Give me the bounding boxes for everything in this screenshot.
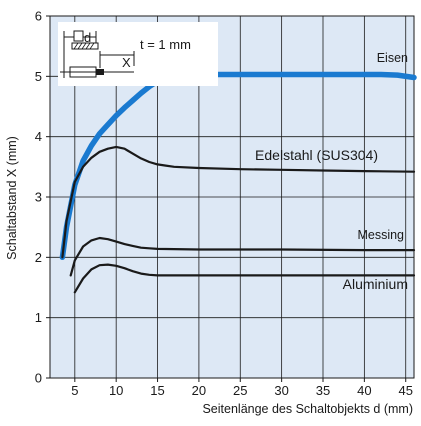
y-axis-label: Schaltabstand X (mm) [5, 136, 19, 260]
y-axis-ticks: 0 1 2 3 4 5 6 [35, 9, 50, 386]
inset-target-plate [71, 42, 99, 50]
x-tick-label: 35 [316, 383, 330, 398]
y-tick-label: 4 [35, 129, 42, 144]
y-tick-label: 5 [35, 69, 42, 84]
x-tick-label: 30 [274, 383, 288, 398]
inset-thickness-label: t = 1 mm [140, 37, 191, 52]
x-tick-label: 15 [150, 383, 164, 398]
series-eisen-line [59, 71, 417, 261]
y-tick-label: 1 [35, 310, 42, 325]
y-tick-label: 6 [35, 9, 42, 24]
inset-d-box [73, 30, 84, 42]
x-tick-label: 25 [233, 383, 247, 398]
series-aluminium-line [73, 263, 416, 294]
x-axis-label: Seitenlänge des Schaltobjekts d (mm) [202, 402, 413, 416]
series-eisen-label: Eisen [377, 51, 408, 65]
inset-d-label: d [84, 30, 91, 45]
series-edelstahl-label: Edelstahl (SUS304) [255, 147, 378, 163]
series-edelstahl-line [61, 145, 416, 259]
y-tick-label: 3 [35, 190, 42, 205]
series-messing-line [69, 236, 416, 277]
y-tick-label: 0 [35, 371, 42, 386]
series-messing-label: Messing [357, 228, 404, 242]
x-tick-label: 5 [71, 383, 78, 398]
inset-diagram: d X t = 1 mm [58, 22, 218, 86]
x-axis-ticks: 5 10 15 20 25 30 35 40 45 [71, 378, 413, 398]
inset-x-label: X [122, 55, 131, 70]
series-lines [59, 71, 417, 294]
series-aluminium-label: Aluminium [343, 276, 408, 292]
x-tick-label: 20 [192, 383, 206, 398]
x-tick-label: 45 [398, 383, 412, 398]
x-tick-label: 40 [357, 383, 371, 398]
x-tick-label: 10 [109, 383, 123, 398]
y-tick-label: 2 [35, 250, 42, 265]
inset-hatch [73, 42, 95, 50]
series-labels: Eisen Edelstahl (SUS304) Messing Aluminium [255, 51, 408, 292]
